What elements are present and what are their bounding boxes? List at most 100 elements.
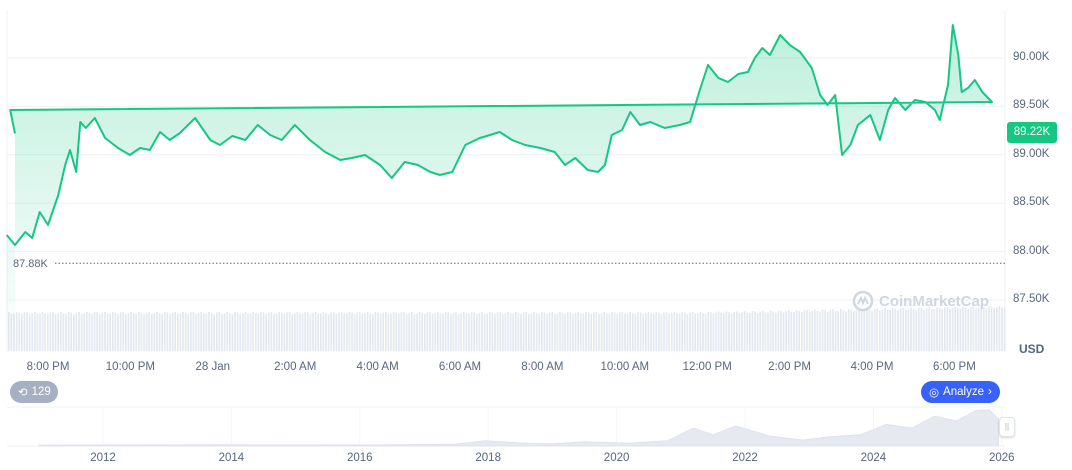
volume-bar xyxy=(886,309,889,351)
volume-bar xyxy=(239,314,241,351)
volume-bar xyxy=(569,312,572,351)
volume-bar xyxy=(421,312,423,351)
navigator-tick-label: 2022 xyxy=(732,452,758,464)
volume-bar xyxy=(262,312,265,351)
x-tick-label: 8:00 AM xyxy=(521,361,564,373)
volume-bar xyxy=(359,312,361,351)
volume-bar xyxy=(57,313,59,351)
navigator-drag-handle[interactable]: || xyxy=(999,417,1015,437)
volume-bar xyxy=(873,308,876,351)
volume-bar xyxy=(278,311,280,351)
volume-bar xyxy=(296,311,299,351)
volume-bar xyxy=(1001,307,1003,351)
volume-bar xyxy=(322,311,325,351)
volume-bar xyxy=(99,314,101,351)
volume-bar xyxy=(954,306,956,351)
volume-bar xyxy=(629,311,631,351)
volume-bar xyxy=(320,313,322,351)
analyze-button[interactable]: ◎ Analyze › xyxy=(921,381,1000,403)
volume-bar xyxy=(912,308,915,351)
volume-bar xyxy=(681,312,683,351)
volume-bar xyxy=(899,308,902,351)
volume-bar xyxy=(431,314,434,351)
volume-bar xyxy=(49,312,52,351)
volume-bar xyxy=(806,310,808,351)
volume-bar xyxy=(418,311,421,351)
volume-bar xyxy=(148,312,150,351)
volume-bar xyxy=(184,312,187,351)
volume-bar xyxy=(808,311,811,351)
volume-bar xyxy=(390,313,392,351)
volume-bar xyxy=(603,311,605,351)
volume-bar xyxy=(130,311,132,351)
volume-bar xyxy=(387,313,390,351)
volume-bar xyxy=(369,313,371,351)
volume-bar xyxy=(405,314,408,351)
volume-bar xyxy=(468,314,470,351)
volume-bar xyxy=(231,314,234,351)
volume-bar xyxy=(455,311,457,351)
current-price-tag: 89.22K xyxy=(1007,122,1057,143)
x-tick-label: 12:00 PM xyxy=(682,361,732,373)
volume-bar xyxy=(637,312,639,351)
volume-bar xyxy=(434,313,436,351)
volume-bar xyxy=(949,309,951,351)
volume-bar xyxy=(772,311,774,351)
volume-bar xyxy=(567,312,569,351)
volume-bar xyxy=(967,308,969,351)
volume-bar xyxy=(486,313,488,351)
watermark-logo: CoinMarketCap xyxy=(852,290,989,312)
volume-bar xyxy=(707,312,709,351)
volume-bar xyxy=(444,312,447,351)
volume-bar xyxy=(182,311,184,351)
volume-bar xyxy=(93,312,96,351)
volume-bar xyxy=(879,310,881,351)
volume-bar xyxy=(398,314,400,351)
volume-bar xyxy=(255,313,257,351)
volume-bar xyxy=(626,313,629,351)
volume-bar xyxy=(169,314,171,351)
volume-bar xyxy=(265,314,267,351)
volume-bar xyxy=(840,309,842,351)
volume-bar xyxy=(801,312,803,351)
volume-bar xyxy=(587,312,590,351)
volume-bar xyxy=(473,312,475,351)
volume-bar xyxy=(577,311,579,351)
history-button[interactable]: ⟲ 129 xyxy=(10,381,58,403)
volume-bar xyxy=(964,307,967,351)
navigator-tick-label: 2016 xyxy=(347,452,373,464)
volume-bar xyxy=(247,313,249,351)
volume-bar xyxy=(494,314,496,351)
volume-bar xyxy=(364,313,366,351)
volume-bar xyxy=(463,311,465,351)
volume-bar xyxy=(728,312,730,351)
volume-bar xyxy=(301,313,304,351)
volume-bar xyxy=(962,306,964,351)
volume-bar xyxy=(499,312,501,351)
volume-bar xyxy=(442,313,444,351)
volume-bar xyxy=(897,310,899,351)
volume-bar xyxy=(837,310,839,351)
volume-bar xyxy=(660,314,663,351)
volume-bar xyxy=(977,307,980,351)
volume-bar xyxy=(361,314,364,351)
volume-bar xyxy=(119,312,122,351)
volume-bar xyxy=(790,311,793,351)
volume-bar xyxy=(460,313,462,351)
volume-bar xyxy=(824,310,826,351)
volume-bar xyxy=(541,312,543,351)
volume-bar xyxy=(905,309,907,351)
volume-bar xyxy=(252,311,254,351)
volume-bar xyxy=(998,305,1001,351)
volume-bar xyxy=(582,313,585,351)
volume-bar xyxy=(996,306,998,351)
volume-bar xyxy=(572,314,574,351)
volume-bar xyxy=(834,311,837,351)
volume-bar xyxy=(1003,307,1006,351)
volume-bar xyxy=(975,308,977,351)
volume-bar xyxy=(525,312,527,351)
volume-bar xyxy=(216,312,218,351)
navigator-tick-label: 2024 xyxy=(860,452,887,464)
volume-bar xyxy=(91,314,93,351)
x-tick-label: 6:00 PM xyxy=(932,361,976,373)
